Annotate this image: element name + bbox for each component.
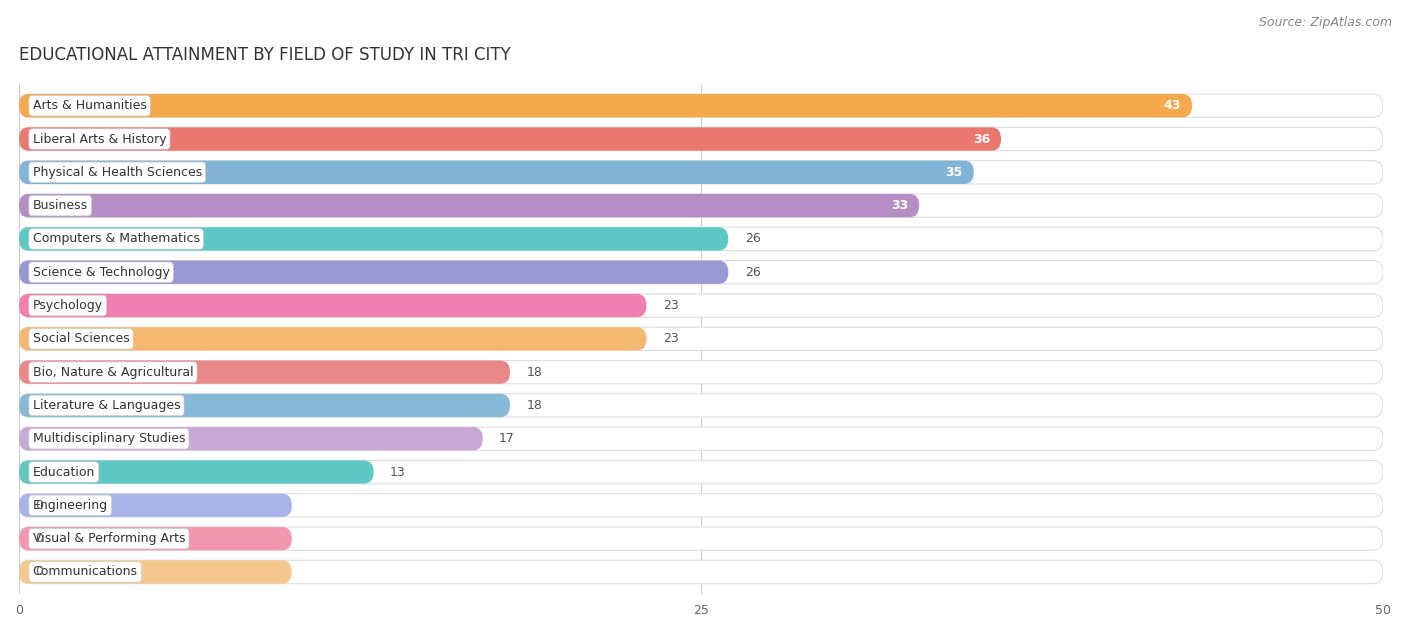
Text: 13: 13 bbox=[389, 466, 406, 478]
Text: 0: 0 bbox=[35, 532, 44, 545]
FancyBboxPatch shape bbox=[20, 360, 1384, 384]
Text: 36: 36 bbox=[973, 133, 990, 145]
FancyBboxPatch shape bbox=[20, 527, 1384, 550]
FancyBboxPatch shape bbox=[20, 494, 1384, 517]
Text: 33: 33 bbox=[891, 199, 908, 212]
Text: Physical & Health Sciences: Physical & Health Sciences bbox=[32, 166, 202, 179]
Text: 43: 43 bbox=[1164, 99, 1181, 112]
FancyBboxPatch shape bbox=[20, 194, 1384, 217]
FancyBboxPatch shape bbox=[20, 94, 1192, 118]
FancyBboxPatch shape bbox=[20, 427, 1384, 451]
Text: Source: ZipAtlas.com: Source: ZipAtlas.com bbox=[1258, 16, 1392, 29]
Text: Arts & Humanities: Arts & Humanities bbox=[32, 99, 146, 112]
Text: EDUCATIONAL ATTAINMENT BY FIELD OF STUDY IN TRI CITY: EDUCATIONAL ATTAINMENT BY FIELD OF STUDY… bbox=[20, 46, 510, 64]
FancyBboxPatch shape bbox=[20, 327, 1384, 351]
Text: 23: 23 bbox=[662, 299, 679, 312]
Text: Education: Education bbox=[32, 466, 96, 478]
FancyBboxPatch shape bbox=[20, 494, 292, 517]
FancyBboxPatch shape bbox=[20, 260, 728, 284]
FancyBboxPatch shape bbox=[20, 194, 920, 217]
FancyBboxPatch shape bbox=[20, 527, 292, 550]
Text: Computers & Mathematics: Computers & Mathematics bbox=[32, 233, 200, 245]
Text: Science & Technology: Science & Technology bbox=[32, 265, 170, 279]
Text: 23: 23 bbox=[662, 332, 679, 345]
FancyBboxPatch shape bbox=[20, 394, 510, 417]
FancyBboxPatch shape bbox=[20, 228, 1384, 250]
Text: 26: 26 bbox=[745, 233, 761, 245]
FancyBboxPatch shape bbox=[20, 260, 1384, 284]
Text: Communications: Communications bbox=[32, 566, 138, 578]
FancyBboxPatch shape bbox=[20, 228, 728, 250]
FancyBboxPatch shape bbox=[20, 128, 1384, 150]
Text: Engineering: Engineering bbox=[32, 499, 108, 512]
Text: 0: 0 bbox=[35, 566, 44, 578]
Text: Bio, Nature & Agricultural: Bio, Nature & Agricultural bbox=[32, 366, 193, 379]
Text: Visual & Performing Arts: Visual & Performing Arts bbox=[32, 532, 186, 545]
FancyBboxPatch shape bbox=[20, 94, 1384, 118]
Text: Liberal Arts & History: Liberal Arts & History bbox=[32, 133, 166, 145]
Text: Social Sciences: Social Sciences bbox=[32, 332, 129, 345]
Text: 35: 35 bbox=[945, 166, 963, 179]
FancyBboxPatch shape bbox=[20, 128, 1001, 150]
Text: Psychology: Psychology bbox=[32, 299, 103, 312]
Text: 26: 26 bbox=[745, 265, 761, 279]
FancyBboxPatch shape bbox=[20, 294, 1384, 317]
FancyBboxPatch shape bbox=[20, 460, 374, 483]
FancyBboxPatch shape bbox=[20, 161, 974, 184]
Text: Literature & Languages: Literature & Languages bbox=[32, 399, 180, 412]
FancyBboxPatch shape bbox=[20, 327, 647, 351]
FancyBboxPatch shape bbox=[20, 427, 482, 451]
FancyBboxPatch shape bbox=[20, 161, 1384, 184]
FancyBboxPatch shape bbox=[20, 360, 510, 384]
Text: 18: 18 bbox=[526, 399, 543, 412]
FancyBboxPatch shape bbox=[20, 294, 647, 317]
FancyBboxPatch shape bbox=[20, 394, 1384, 417]
Text: Business: Business bbox=[32, 199, 87, 212]
Text: Multidisciplinary Studies: Multidisciplinary Studies bbox=[32, 432, 186, 445]
FancyBboxPatch shape bbox=[20, 460, 1384, 483]
Text: 0: 0 bbox=[35, 499, 44, 512]
Text: 18: 18 bbox=[526, 366, 543, 379]
FancyBboxPatch shape bbox=[20, 561, 292, 583]
Text: 17: 17 bbox=[499, 432, 515, 445]
FancyBboxPatch shape bbox=[20, 561, 1384, 583]
